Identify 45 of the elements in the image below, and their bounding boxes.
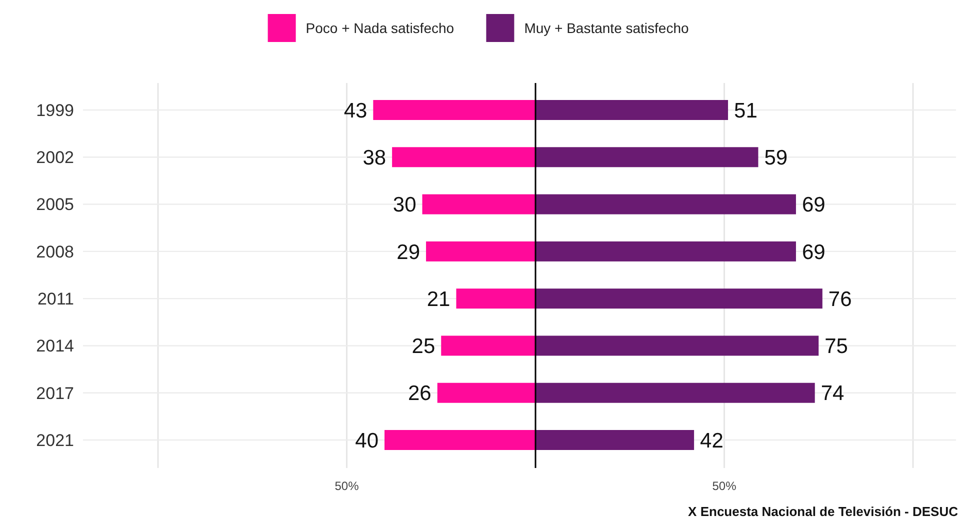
bar [536, 430, 694, 450]
y-tick-label: 2017 [36, 384, 74, 403]
x-tick-label: 50% [712, 479, 737, 493]
bar [536, 336, 819, 356]
y-tick-label: 2002 [36, 148, 74, 168]
legend-label: Muy + Bastante satisfecho [524, 20, 690, 36]
data-label: 25 [412, 335, 436, 358]
bar [536, 241, 796, 262]
bar [536, 194, 796, 214]
bar [373, 100, 536, 120]
data-label: 69 [802, 194, 826, 217]
data-label: 30 [392, 194, 416, 217]
data-label: 51 [734, 99, 758, 122]
bar [437, 382, 536, 403]
bar [392, 147, 536, 168]
data-label: 42 [700, 429, 724, 452]
bar [536, 100, 728, 120]
data-label: 38 [362, 146, 386, 170]
text: X Encuesta Nacional de Televisión - DESUC [688, 504, 959, 519]
y-tick-label: 2021 [36, 430, 74, 450]
data-label: 26 [408, 382, 432, 406]
legend-label: Poco + Nada satisfecho [306, 20, 454, 36]
data-label: 21 [426, 288, 450, 311]
x-tick-label: 50% [334, 479, 360, 493]
bar [536, 382, 815, 403]
bar [456, 288, 536, 309]
data-label: 59 [764, 146, 788, 170]
bar [536, 147, 758, 168]
bar [384, 430, 536, 450]
y-tick-label: 2005 [36, 195, 74, 214]
data-label: 69 [802, 240, 826, 264]
y-tick-label: 2011 [37, 290, 74, 309]
data-label: 76 [828, 288, 852, 311]
y-tick-label: 1999 [36, 100, 74, 120]
bar [426, 241, 536, 262]
bar [422, 194, 536, 214]
y-tick-label: 2008 [36, 242, 74, 262]
y-tick-label: 2014 [36, 336, 74, 356]
bar [441, 336, 536, 356]
data-label: 40 [355, 429, 378, 452]
data-label: 43 [344, 99, 368, 122]
data-label: 74 [820, 382, 845, 406]
data-label: 75 [824, 335, 848, 358]
data-label: 29 [396, 240, 420, 264]
bar [536, 288, 822, 309]
